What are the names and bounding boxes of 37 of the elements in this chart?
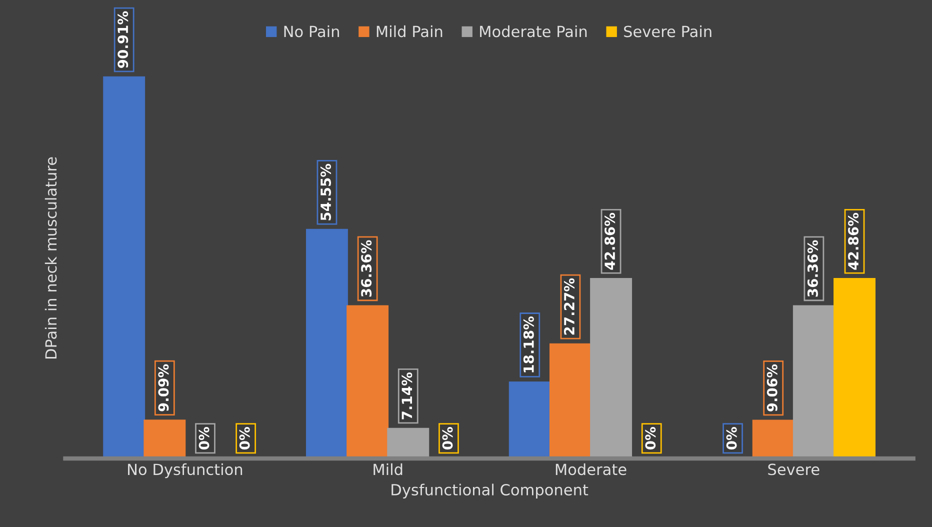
data-label: 7.14% [402,372,412,420]
x-tick-label: Severe [768,464,820,476]
data-label: 90.91% [118,11,128,68]
bar [590,278,632,458]
x-tick-label: No Dysfunction [128,463,242,478]
data-label: 0% [645,427,656,450]
data-label: 54.55% [320,164,332,220]
data-label: 36.36% [361,240,372,297]
bar [508,382,551,458]
bar [346,305,389,458]
data-label: 27.27% [564,278,574,335]
data-label: 0% [726,427,737,450]
legend-label: Severe Pain [624,25,712,38]
bar [306,228,348,458]
data-label: 42.86% [848,212,859,270]
data-label: 0% [198,427,210,450]
data-label: 0% [239,427,250,450]
x-tick-label: Moderate [556,463,626,476]
bar [549,343,592,458]
bar [834,278,876,458]
bar [387,428,430,458]
data-label: 42.86% [604,212,616,270]
data-label: 18.18% [523,316,534,372]
data-label: 9.06% [766,364,778,412]
legend-label: No Pain [284,25,339,38]
x-tick-label: Mild [374,463,402,476]
y-axis-title: DPain in neck musculature [44,157,57,359]
bar [144,420,186,458]
bar [103,76,146,458]
x-axis-title: Dysfunctional Component [392,484,588,498]
legend-label: Mild Pain [376,25,442,38]
legend-label: Moderate Pain [480,25,587,38]
bar [752,420,794,458]
data-label: 9.09% [158,364,169,412]
data-label: 36.36% [807,240,818,297]
bar [792,305,835,458]
data-label: 0% [442,427,453,450]
